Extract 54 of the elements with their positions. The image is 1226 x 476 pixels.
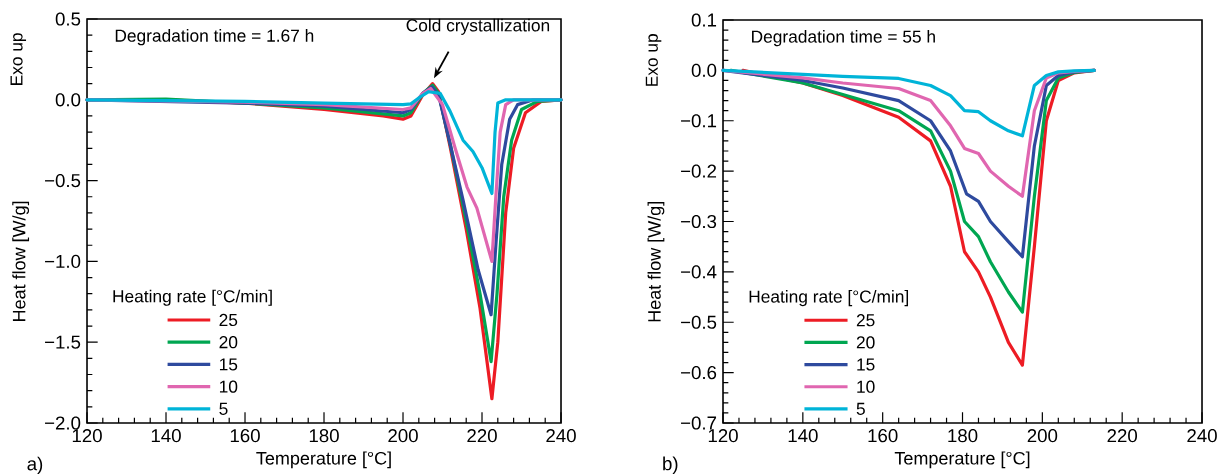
- legend-label: 5: [856, 402, 865, 415]
- y-tick-label: −1.0: [45, 254, 81, 269]
- x-tick-label: 160: [230, 429, 260, 443]
- annotation: Cold crystallization: [406, 18, 550, 35]
- y-tick-label: −0.2: [681, 164, 717, 178]
- legend-label: 25: [856, 314, 875, 327]
- text: Exo up: [645, 34, 662, 86]
- y-tick-label: 0.1: [691, 13, 717, 27]
- x-tick-label: 180: [948, 429, 978, 443]
- y-tick-label: 0.0: [55, 93, 81, 107]
- x-tick-label: 240: [546, 429, 576, 443]
- y-tick-label: −0.1: [681, 114, 717, 128]
- y-tick-label: −0.3: [681, 214, 717, 229]
- legend-label: 10: [219, 380, 238, 393]
- x-tick-label: 140: [151, 429, 181, 443]
- x-axis-title: Temperature [°C]: [894, 451, 1030, 469]
- y-tick-label: −0.5: [681, 315, 717, 329]
- x-tick-label: 160: [868, 429, 898, 443]
- legend-label: 15: [219, 358, 238, 371]
- x-tick-label: 220: [1107, 429, 1138, 443]
- y-tick-label: −2.0: [45, 416, 81, 430]
- text: Exo up: [10, 33, 27, 85]
- line-series: [85, 90, 563, 196]
- text: a): [27, 456, 43, 475]
- y-axis-title: Heat flow [W/g]: [647, 202, 665, 322]
- x-tick-label: 200: [388, 429, 418, 443]
- legend-label: 15: [857, 358, 875, 371]
- x-tick-label: 180: [309, 429, 339, 443]
- y-tick-label: −0.5: [45, 173, 81, 188]
- x-tick-label: 120: [72, 429, 102, 443]
- legend-label: 5: [219, 402, 228, 415]
- annotation: Degradation time = 1.67 h: [115, 29, 314, 46]
- annotation: Degradation time = 55 h: [752, 30, 935, 47]
- x-tick-label: 220: [467, 429, 497, 443]
- legend-label: 10: [857, 380, 875, 393]
- legend-title: Heating rate [°C/min]: [749, 289, 909, 307]
- x-tick-label: 120: [708, 429, 738, 443]
- y-tick-label: −0.6: [681, 366, 717, 380]
- x-tick-label: 200: [1027, 429, 1058, 443]
- x-tick-label: 240: [1187, 429, 1217, 443]
- y-tick-label: −1.5: [45, 335, 81, 349]
- y-axis-title: Heat flow [W/g]: [12, 201, 30, 321]
- y-tick-label: −0.4: [681, 265, 717, 279]
- legend-title: Heating rate [°C/min]: [113, 289, 272, 306]
- legend-label: 20: [856, 336, 875, 349]
- x-tick-label: 140: [788, 429, 818, 443]
- legend-label: 20: [219, 336, 238, 349]
- line-series: [721, 68, 1096, 138]
- text: b): [663, 456, 678, 475]
- y-tick-label: 0.5: [55, 12, 81, 26]
- y-tick-label: −0.7: [681, 416, 717, 430]
- x-axis-title: Temperature [°C]: [256, 451, 391, 469]
- legend-label: 25: [219, 313, 238, 327]
- y-tick-label: 0.0: [691, 63, 717, 77]
